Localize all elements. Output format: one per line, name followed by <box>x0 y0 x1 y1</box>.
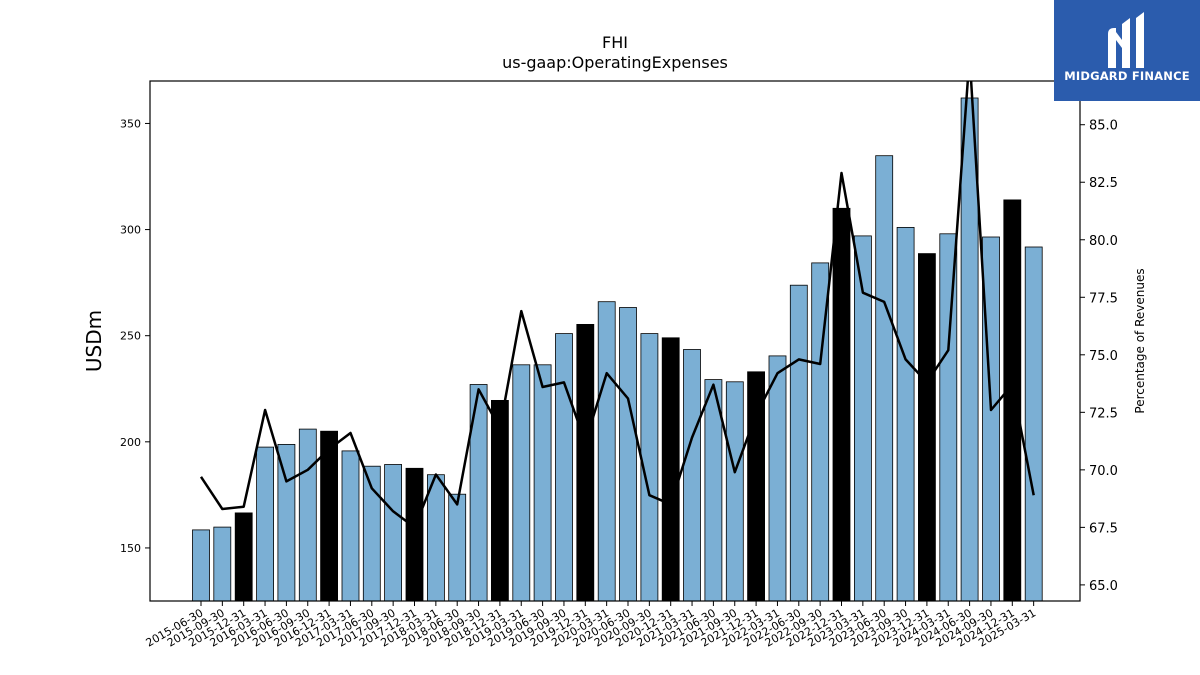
y-tick-label: 300 <box>120 224 141 237</box>
chart-title: FHI <box>602 33 628 52</box>
y-axis-label: USDm <box>82 310 106 372</box>
bar-2015-06-30 <box>192 529 210 601</box>
bar-2021-06-30 <box>704 379 723 601</box>
bar-2017-12-31 <box>405 467 424 601</box>
logo-mark-icon <box>1108 12 1144 68</box>
bar-2018-12-31 <box>490 399 509 601</box>
bar-2019-06-30 <box>533 364 552 601</box>
y-tick-label: 250 <box>120 330 141 343</box>
y-tick-label: 200 <box>120 436 141 449</box>
chart-subtitle: us-gaap:OperatingExpenses <box>502 53 728 72</box>
bar-2022-06-30 <box>789 284 808 601</box>
bar-2020-06-30 <box>619 307 637 601</box>
bar-2020-09-30 <box>640 333 659 601</box>
bar-2024-06-30 <box>960 97 979 601</box>
bar-2022-09-30 <box>811 262 830 601</box>
bar-2016-09-30 <box>298 428 317 601</box>
bar-2023-09-30 <box>896 226 915 601</box>
plot-frame <box>149 80 1081 602</box>
y2-tick-label: 67.5 <box>1089 521 1118 536</box>
y2-tick-label: 75.0 <box>1089 349 1118 364</box>
y-tick-label: 350 <box>120 117 141 130</box>
y2-tick-label: 80.0 <box>1089 234 1118 249</box>
y2-tick-label: 85.0 <box>1089 119 1118 134</box>
bar-2019-12-31 <box>576 323 595 601</box>
bar-2017-06-30 <box>362 465 381 601</box>
bar-2016-03-31 <box>256 446 275 601</box>
bar-2023-06-30 <box>875 155 894 601</box>
bar-2015-09-30 <box>213 526 232 601</box>
bar-2017-03-31 <box>341 450 360 601</box>
bar-2025-03-31 <box>1024 246 1043 601</box>
y2-tick-label: 72.5 <box>1089 406 1118 421</box>
bar-2024-12-31 <box>1003 199 1022 601</box>
bar-2022-03-31 <box>768 355 787 601</box>
bar-2018-09-30 <box>469 384 488 601</box>
y2-tick-label: 82.5 <box>1089 176 1118 191</box>
y2-tick-label: 77.5 <box>1089 291 1118 306</box>
bar-2018-03-31 <box>426 474 445 601</box>
bar-2017-09-30 <box>384 464 403 601</box>
bar-2020-12-31 <box>661 337 680 601</box>
midgard-finance-logo: MIDGARD FINANCE <box>1054 0 1200 101</box>
y2-axis-label: Percentage of Revenues <box>1133 268 1147 413</box>
bar-2023-12-31 <box>918 253 936 601</box>
bar-2024-03-31 <box>939 233 958 601</box>
logo-text: MIDGARD FINANCE <box>1064 69 1190 83</box>
bar-2018-06-30 <box>448 493 467 601</box>
y2-tick-label: 65.0 <box>1089 579 1118 594</box>
bar-2022-12-31 <box>832 207 851 601</box>
y2-tick-label: 70.0 <box>1089 464 1118 479</box>
ratio-line <box>199 81 1035 529</box>
bar-2021-12-31 <box>747 371 765 601</box>
bar-2019-03-31 <box>512 364 531 601</box>
bar-2016-12-31 <box>320 430 339 601</box>
bar-2021-09-30 <box>725 381 744 601</box>
bar-2020-03-31 <box>597 301 616 601</box>
bar-2021-03-31 <box>683 349 701 601</box>
bar-2015-12-31 <box>234 512 253 601</box>
y-tick-label: 150 <box>120 542 141 555</box>
bar-2023-03-31 <box>854 235 872 601</box>
bar-2019-09-30 <box>555 333 573 601</box>
bar-2016-06-30 <box>277 443 296 601</box>
